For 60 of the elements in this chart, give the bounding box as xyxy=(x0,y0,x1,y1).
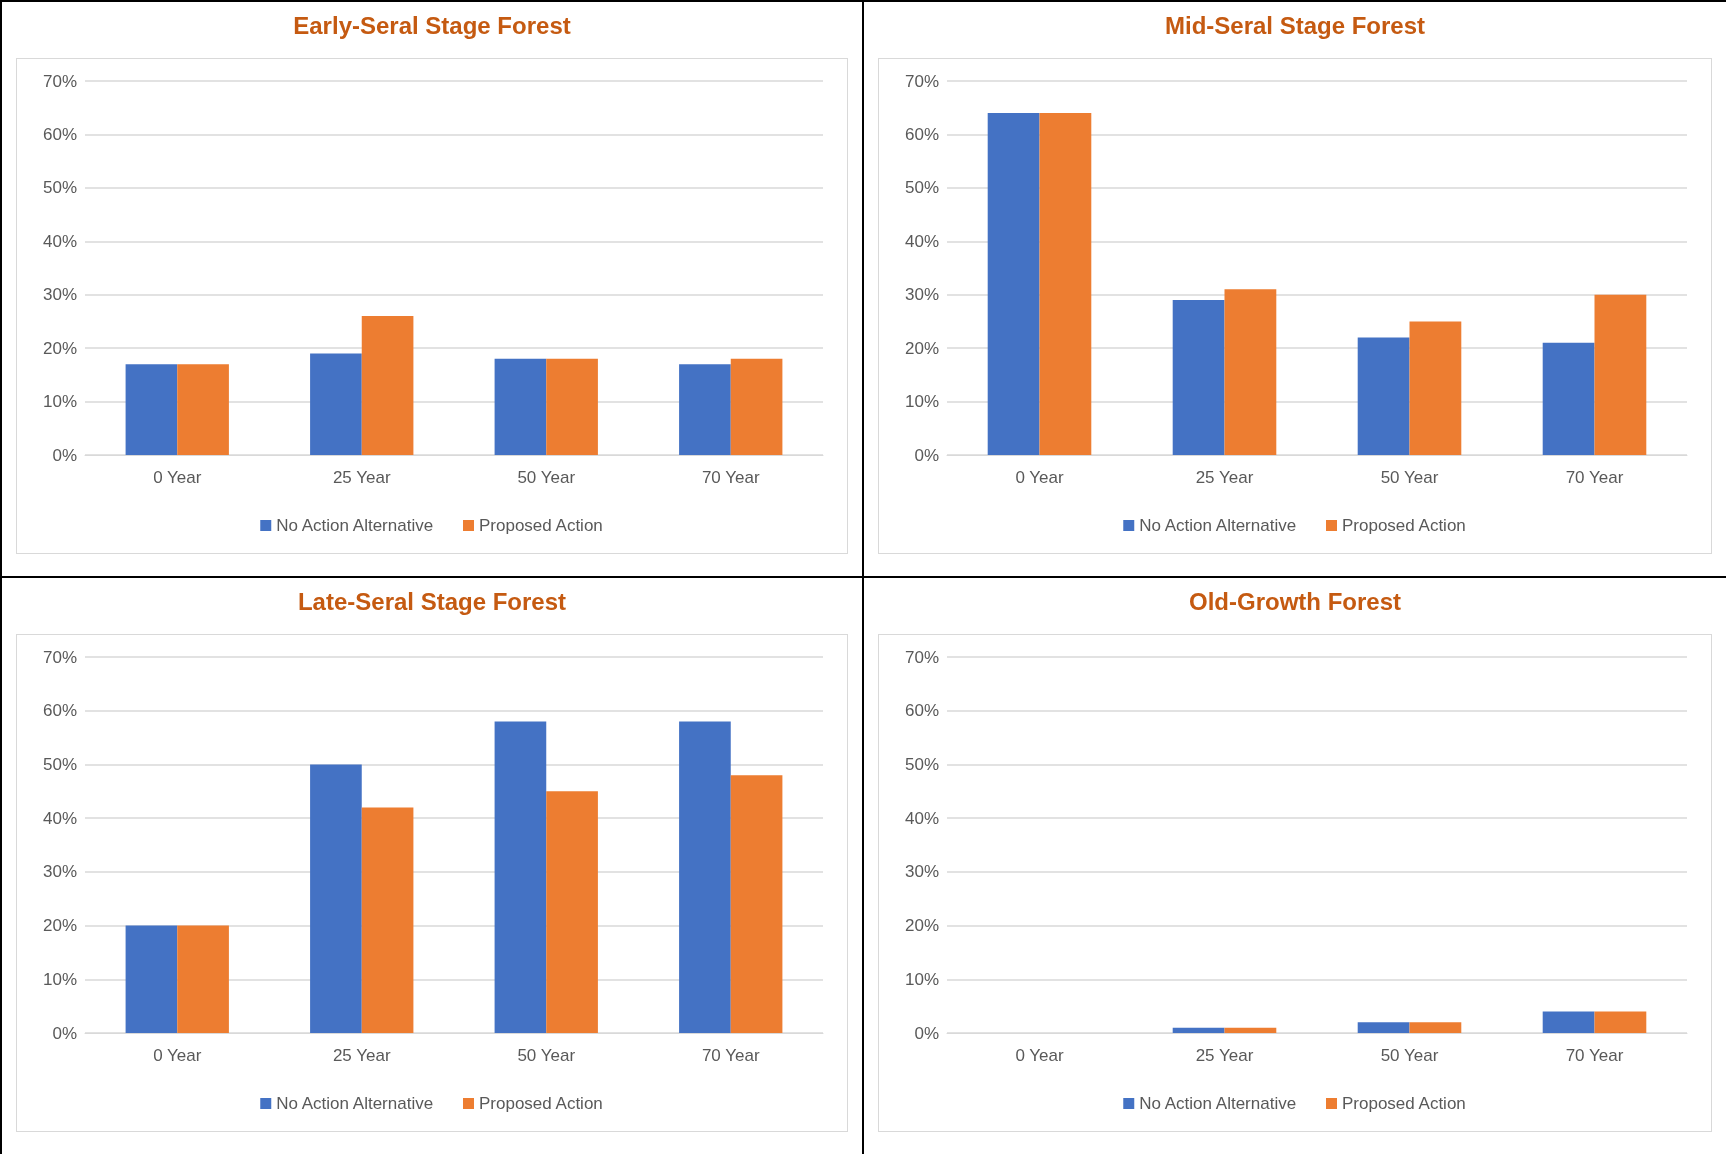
y-tick-label: 70% xyxy=(42,647,77,667)
legend-label: Proposed Action xyxy=(1342,516,1466,535)
x-tick-label: 50 Year xyxy=(517,468,576,487)
x-tick-label: 50 Year xyxy=(1380,468,1439,487)
y-tick-label: 30% xyxy=(904,285,939,305)
y-tick-label: 20% xyxy=(904,338,939,358)
y-tick-label: 40% xyxy=(904,231,939,251)
x-tick-label: 0 Year xyxy=(1015,468,1064,487)
legend-label: Proposed Action xyxy=(1342,1094,1466,1113)
y-tick-label: 10% xyxy=(42,392,77,412)
x-tick-label: 0 Year xyxy=(153,468,202,487)
y-tick-label: 40% xyxy=(904,808,939,828)
x-tick-label: 50 Year xyxy=(517,1046,576,1065)
y-tick-label: 50% xyxy=(42,178,77,198)
y-tick-label: 70% xyxy=(42,71,77,91)
y-tick-label: 50% xyxy=(42,754,77,774)
legend-label: No Action Alternative xyxy=(1139,516,1297,535)
chart-title: Old-Growth Forest xyxy=(1188,588,1402,616)
y-tick-label: 10% xyxy=(42,969,77,989)
x-tick-label: 25 Year xyxy=(1195,1046,1254,1065)
chart-title: Late-Seral Stage Forest xyxy=(296,588,568,616)
legend-label: Proposed Action xyxy=(479,1094,603,1113)
x-tick-label: 50 Year xyxy=(1380,1046,1439,1065)
x-tick-label: 70 Year xyxy=(701,1046,760,1065)
legend-label: Proposed Action xyxy=(479,516,603,535)
chart-title: Mid-Seral Stage Forest xyxy=(1163,12,1427,40)
x-tick-label: 70 Year xyxy=(1565,1046,1624,1065)
x-tick-label: 25 Year xyxy=(332,468,391,487)
y-tick-label: 0% xyxy=(914,1023,939,1043)
y-tick-label: 10% xyxy=(904,969,939,989)
y-tick-label: 70% xyxy=(904,71,939,91)
y-tick-label: 40% xyxy=(42,231,77,251)
y-tick-label: 60% xyxy=(904,701,939,721)
x-tick-label: 70 Year xyxy=(701,468,760,487)
y-tick-label: 50% xyxy=(904,754,939,774)
y-tick-label: 60% xyxy=(42,701,77,721)
y-tick-label: 70% xyxy=(904,647,939,667)
y-tick-label: 0% xyxy=(914,445,939,465)
x-tick-label: 70 Year xyxy=(1565,468,1624,487)
legend-label: No Action Alternative xyxy=(276,516,434,535)
y-tick-label: 10% xyxy=(904,392,939,412)
y-tick-label: 40% xyxy=(42,808,77,828)
chart-title: Early-Seral Stage Forest xyxy=(292,12,572,40)
y-tick-label: 30% xyxy=(42,862,77,882)
x-tick-label: 25 Year xyxy=(332,1046,391,1065)
x-tick-label: 0 Year xyxy=(153,1046,202,1065)
y-tick-label: 20% xyxy=(904,916,939,936)
x-tick-label: 0 Year xyxy=(1015,1046,1064,1065)
legend-label: No Action Alternative xyxy=(276,1094,434,1113)
y-tick-label: 20% xyxy=(42,916,77,936)
legend-label: No Action Alternative xyxy=(1139,1094,1297,1113)
y-tick-label: 30% xyxy=(904,862,939,882)
y-tick-label: 30% xyxy=(42,285,77,305)
x-tick-label: 25 Year xyxy=(1195,468,1254,487)
y-tick-label: 0% xyxy=(52,1023,77,1043)
y-tick-label: 20% xyxy=(42,338,77,358)
y-tick-label: 0% xyxy=(52,445,77,465)
y-tick-label: 60% xyxy=(42,124,77,144)
y-tick-label: 60% xyxy=(904,124,939,144)
y-tick-label: 50% xyxy=(904,178,939,198)
